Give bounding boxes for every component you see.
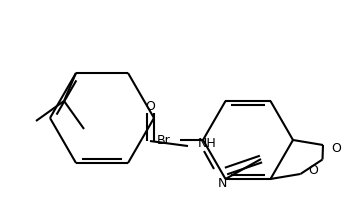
Text: O: O <box>331 141 341 154</box>
Text: Br: Br <box>157 134 171 147</box>
Text: O: O <box>145 99 155 113</box>
Text: O: O <box>308 164 319 177</box>
Text: N: N <box>218 177 228 190</box>
Text: NH: NH <box>198 136 217 150</box>
